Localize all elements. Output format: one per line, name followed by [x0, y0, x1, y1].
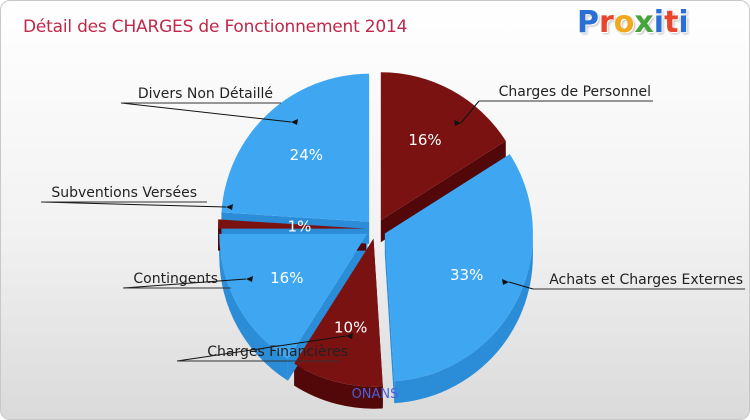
leader-line: [176, 335, 347, 362]
slice-label: Contingents: [133, 271, 218, 287]
slice-percentage: 24%: [290, 146, 323, 164]
pie-slice: [219, 233, 368, 359]
leader-arrow: [291, 119, 298, 125]
logo-letter: r: [599, 5, 614, 40]
slice-percentage: 16%: [270, 269, 303, 287]
slice-label: Divers Non Détaillé: [138, 86, 273, 102]
logo-letter: x: [634, 5, 654, 40]
leader-line: [122, 278, 247, 289]
slice-wall: [384, 233, 395, 404]
slice-percentage: 16%: [408, 131, 441, 149]
pie-slice: [384, 154, 533, 382]
pie-slice: [294, 238, 383, 387]
chart-title: Détail des CHARGES de Fonctionnement 201…: [23, 17, 408, 37]
slice-percentage: 10%: [334, 319, 367, 337]
pie-percentages: 16% 33% 10% 16% 1% 24%: [270, 131, 483, 337]
leader-line: [508, 281, 534, 290]
slice-side: [219, 233, 288, 381]
leader-line: [120, 102, 292, 123]
logo-letter: o: [613, 5, 635, 40]
leader-line: [460, 100, 480, 124]
leader-arrow: [346, 333, 353, 339]
leader-arrow: [226, 204, 233, 210]
logo-letter: i: [678, 5, 689, 40]
pie-slice: [218, 219, 367, 229]
slice-label: Achats et Charges Externes: [549, 272, 743, 288]
slice-side: [394, 233, 533, 404]
slice-label: Subventions Versées: [51, 185, 197, 201]
logo-letter: t: [664, 5, 679, 40]
pie-labels: Charges de Personnel Achats et Charges Ex…: [51, 84, 743, 360]
slice-label: Charges de Personnel: [499, 84, 651, 100]
pie-tops: [218, 72, 533, 387]
slice-percentage: 1%: [288, 218, 312, 236]
leader-arrow: [502, 279, 509, 285]
leader-arrow: [454, 120, 461, 126]
proxiti-logo: Proxiti: [577, 5, 689, 40]
logo-letter: i: [653, 5, 665, 40]
logo-letter: P: [577, 5, 599, 40]
leader-arrow: [246, 276, 253, 282]
commune-name: ONANS: [351, 387, 399, 402]
leader-line: [40, 201, 227, 208]
pie-slice: [221, 73, 370, 222]
slice-side: [294, 363, 383, 409]
pie-slice: [380, 72, 506, 221]
pie-leaders: [40, 100, 745, 362]
slice-label: Charges Financières: [207, 344, 348, 360]
slice-percentage: 33%: [450, 266, 483, 284]
